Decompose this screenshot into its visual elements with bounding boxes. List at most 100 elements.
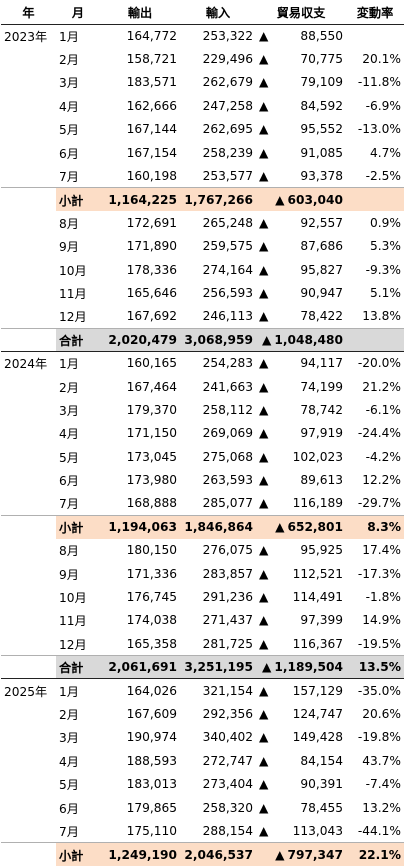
- year-cell: [1, 819, 56, 842]
- balance-cell: ▲ 113,043: [256, 819, 346, 842]
- deficit-triangle-icon: ▲: [259, 122, 269, 137]
- exports-cell: 171,890: [126, 239, 177, 254]
- balance-value: 74,199: [300, 379, 343, 394]
- exports-cell: 167,464: [126, 379, 177, 394]
- subtotal-row: 小計 1,249,190 2,046,537 ▲ 797,347 22.1%: [1, 842, 404, 866]
- deficit-triangle-icon: ▲: [259, 730, 269, 745]
- deficit-triangle-icon: ▲: [259, 426, 269, 441]
- imports-cell: 276,075: [202, 543, 253, 558]
- year-cell: [1, 773, 56, 796]
- table-row: 11月 174,038 271,437 ▲ 97,399 14.9%: [1, 609, 404, 632]
- exports-cell: 173,045: [126, 449, 177, 464]
- deficit-triangle-icon: ▲: [259, 683, 269, 698]
- deficit-triangle-icon: ▲: [275, 520, 285, 535]
- year-cell: [1, 398, 56, 421]
- deficit-triangle-icon: ▲: [259, 285, 269, 300]
- deficit-triangle-icon: ▲: [262, 332, 272, 347]
- month-cell: 小計: [56, 842, 100, 866]
- month-cell: 2月: [59, 708, 79, 723]
- month-cell: 2月: [59, 53, 79, 68]
- year-cell: 2024年: [1, 350, 56, 375]
- year-cell: [1, 539, 56, 562]
- table-body: 2023年 1月 164,772 253,322 ▲ 88,550 2月 158,721 229…: [1, 23, 404, 866]
- deficit-triangle-icon: ▲: [259, 753, 269, 768]
- change-cell: 20.1%: [362, 52, 401, 67]
- deficit-triangle-icon: ▲: [275, 847, 285, 862]
- deficit-triangle-icon: ▲: [259, 449, 269, 464]
- month-cell: 6月: [59, 146, 79, 161]
- change-cell: -29.7%: [357, 496, 401, 511]
- balance-value: 90,947: [300, 285, 343, 300]
- balance-cell: ▲ 116,189: [256, 492, 346, 515]
- balance-cell: ▲ 94,117: [256, 350, 346, 375]
- balance-value: 94,117: [300, 356, 343, 371]
- table-row: 6月 179,865 258,320 ▲ 78,455 13.2%: [1, 796, 404, 819]
- exports-cell: 1,194,063: [100, 514, 180, 539]
- change-cell: [346, 23, 404, 48]
- year-cell: [1, 47, 56, 70]
- deficit-triangle-icon: ▲: [259, 168, 269, 183]
- balance-value: 157,129: [292, 683, 343, 698]
- exports-cell: 174,038: [126, 613, 177, 628]
- balance-cell: ▲ 603,040: [256, 187, 346, 212]
- year-cell: [1, 164, 56, 187]
- change-cell: -24.4%: [357, 426, 401, 441]
- month-cell: 合計: [56, 327, 100, 352]
- balance-cell: ▲ 95,827: [256, 258, 346, 281]
- change-cell: 8.3%: [346, 514, 404, 539]
- year-cell: [1, 211, 56, 234]
- balance-value: 91,085: [300, 145, 343, 160]
- exports-cell: 172,691: [126, 215, 177, 230]
- deficit-triangle-icon: ▲: [259, 309, 269, 324]
- month-cell: 8月: [59, 544, 79, 559]
- change-cell: [346, 327, 404, 352]
- balance-value: 92,557: [300, 215, 343, 230]
- exports-cell: 168,888: [126, 496, 177, 511]
- balance-value: 95,827: [300, 262, 343, 277]
- imports-cell: 321,154: [180, 678, 256, 703]
- year-cell: [1, 492, 56, 515]
- header-exports: 輸出: [100, 0, 180, 25]
- year-cell: [1, 702, 56, 725]
- month-cell: 7月: [59, 497, 79, 512]
- imports-cell: 288,154: [202, 823, 253, 838]
- imports-cell: 2,046,537: [180, 842, 256, 866]
- month-cell: 4月: [59, 99, 79, 114]
- header-imports: 輸入: [180, 0, 256, 25]
- year-cell: [1, 94, 56, 117]
- exports-cell: 171,336: [126, 566, 177, 581]
- change-cell: -2.5%: [365, 168, 401, 183]
- year-cell: [1, 726, 56, 749]
- year-cell: [1, 514, 56, 539]
- table-row: 8月 180,150 276,075 ▲ 95,925 17.4%: [1, 539, 404, 562]
- imports-cell: 253,577: [202, 168, 253, 183]
- table-row: 2月 158,721 229,496 ▲ 70,775 20.1%: [1, 47, 404, 70]
- table-row: 12月 165,358 281,725 ▲ 116,367 -19.5%: [1, 632, 404, 655]
- header-balance: 貿易収支: [256, 0, 346, 25]
- change-cell: 17.4%: [362, 543, 401, 558]
- exports-cell: 175,110: [126, 823, 177, 838]
- exports-cell: 167,692: [126, 309, 177, 324]
- year-cell: [1, 71, 56, 94]
- change-cell: 21.2%: [362, 379, 401, 394]
- deficit-triangle-icon: ▲: [259, 75, 269, 90]
- imports-cell: 265,248: [202, 215, 253, 230]
- month-cell: 11月: [59, 614, 87, 629]
- year-cell: [1, 187, 56, 212]
- table-row: 6月 173,980 263,593 ▲ 89,613 12.2%: [1, 468, 404, 491]
- month-cell: 10月: [59, 591, 87, 606]
- change-cell: -19.8%: [357, 730, 401, 745]
- balance-value: 70,775: [300, 52, 343, 67]
- year-cell: [1, 609, 56, 632]
- table-row: 5月 173,045 275,068 ▲ 102,023 -4.2%: [1, 445, 404, 468]
- deficit-triangle-icon: ▲: [259, 590, 269, 605]
- change-cell: -1.8%: [365, 590, 401, 605]
- balance-cell: ▲ 84,592: [256, 94, 346, 117]
- change-cell: -9.3%: [365, 262, 401, 277]
- imports-cell: 1,846,864: [180, 514, 256, 539]
- balance-cell: ▲ 84,154: [256, 749, 346, 772]
- imports-cell: 340,402: [202, 730, 253, 745]
- balance-value: 149,428: [292, 730, 343, 745]
- imports-cell: 272,747: [202, 753, 253, 768]
